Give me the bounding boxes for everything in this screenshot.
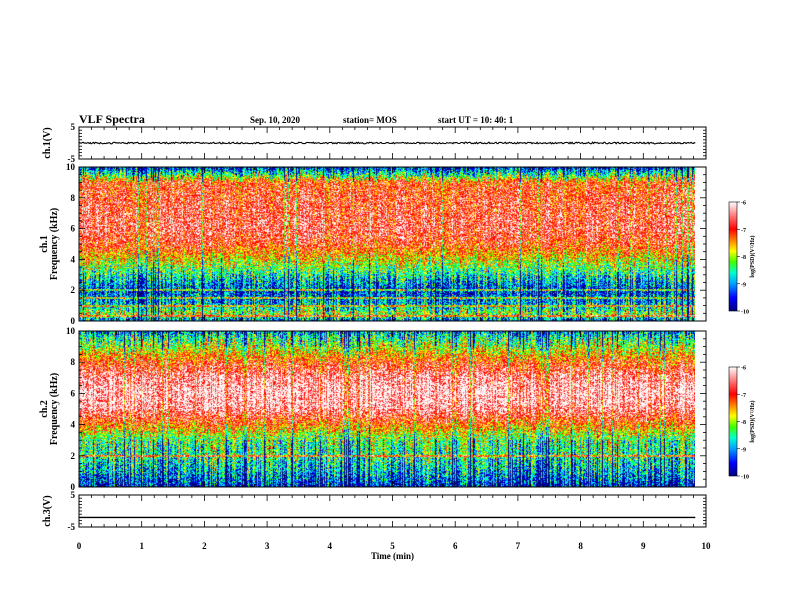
xtick-label: 1 [139,541,144,551]
ch2-spectrogram-ytick-label: 8 [71,357,76,367]
xtick-label: 7 [516,541,521,551]
ch1-waveform-ytick-label: 5 [71,122,76,132]
xtick-label: 10 [702,541,712,551]
ch2-spectrogram-colorbar [728,366,738,477]
ch1-spectrogram-colorbar [728,201,738,312]
xtick-label: 9 [641,541,646,551]
ch2-spectrogram-colorbar-label: log(PSD)(V²/Hz) [749,400,756,442]
ch2-spectrogram-ytick-label: 4 [71,420,76,430]
ch1-spectrogram-colorbar-tick: -9 [741,282,746,288]
ch1-spectrogram-image [79,167,695,321]
xtick-label: 3 [265,541,270,551]
start-ut-label: start UT = 10: 40: 1 [438,115,514,125]
ch3-waveform-ytick-label: -5 [68,522,76,532]
ch2-spectrogram-ytick-label: 0 [71,482,76,492]
ch2-spectrogram-ylabel: Frequency (kHz) [49,373,60,445]
ch1-spectrogram-ytick-label: 8 [71,193,76,203]
ch3-waveform-ylabel: ch.3(V) [42,495,53,526]
x-axis-label: Time (min) [371,551,414,561]
ch2-spectrogram-colorbar-tick: -8 [741,420,746,426]
ch2-spectrogram-colorbar-tick: -9 [741,447,746,453]
ch2-spectrogram-ytick-label: 10 [66,326,76,336]
xtick-label: 2 [202,541,207,551]
ch2-spectrogram-ytick-label: 2 [71,451,76,461]
ch3-waveform-ytick-label: 5 [71,490,76,500]
ch1-waveform-ytick-label: -5 [68,154,76,164]
ch2-spectrogram-image [79,331,695,487]
ch1-spectrogram-colorbar-tick: -7 [741,228,746,234]
station-label: station= MOS [343,115,397,125]
ch1-waveform-line [78,141,696,145]
xtick-label: 5 [390,541,395,551]
ch2-spectrogram-colorbar-tick: -6 [741,366,746,372]
ch2-spectrogram-colorbar-tick: -7 [741,393,746,399]
chart-title: VLF Spectra [79,112,145,126]
ch1-spectrogram-ylabel: Frequency (kHz) [49,208,60,280]
ch1-spectrogram-ytick-label: 10 [66,162,76,172]
ch1-spectrogram-colorbar-tick: -8 [741,255,746,261]
date-label: Sep. 10, 2020 [250,115,301,125]
ch1-spectrogram-ylabel: ch.1 [39,235,50,253]
ch1-spectrogram-ytick-label: 6 [71,224,76,234]
ch1-spectrogram-ytick-label: 4 [71,254,76,264]
ch2-spectrogram-colorbar-tick: -10 [741,475,749,481]
ch1-spectrogram-colorbar-label: log(PSD)(V²/Hz) [749,235,756,277]
ch2-spectrogram-ylabel: ch.2 [39,400,50,418]
xtick-label: 6 [453,541,458,551]
xtick-label: 4 [328,541,333,551]
ch1-spectrogram-colorbar-tick: -10 [741,310,749,316]
ch1-spectrogram-colorbar-tick: -6 [741,201,746,207]
ch1-waveform-ylabel: ch.1(V) [42,127,53,158]
ch1-spectrogram-ytick-label: 0 [71,316,76,326]
xtick-label: 8 [578,541,583,551]
ch1-spectrogram-ytick-label: 2 [71,285,76,295]
xtick-label: 0 [77,541,82,551]
ch2-spectrogram-ytick-label: 6 [71,388,76,398]
